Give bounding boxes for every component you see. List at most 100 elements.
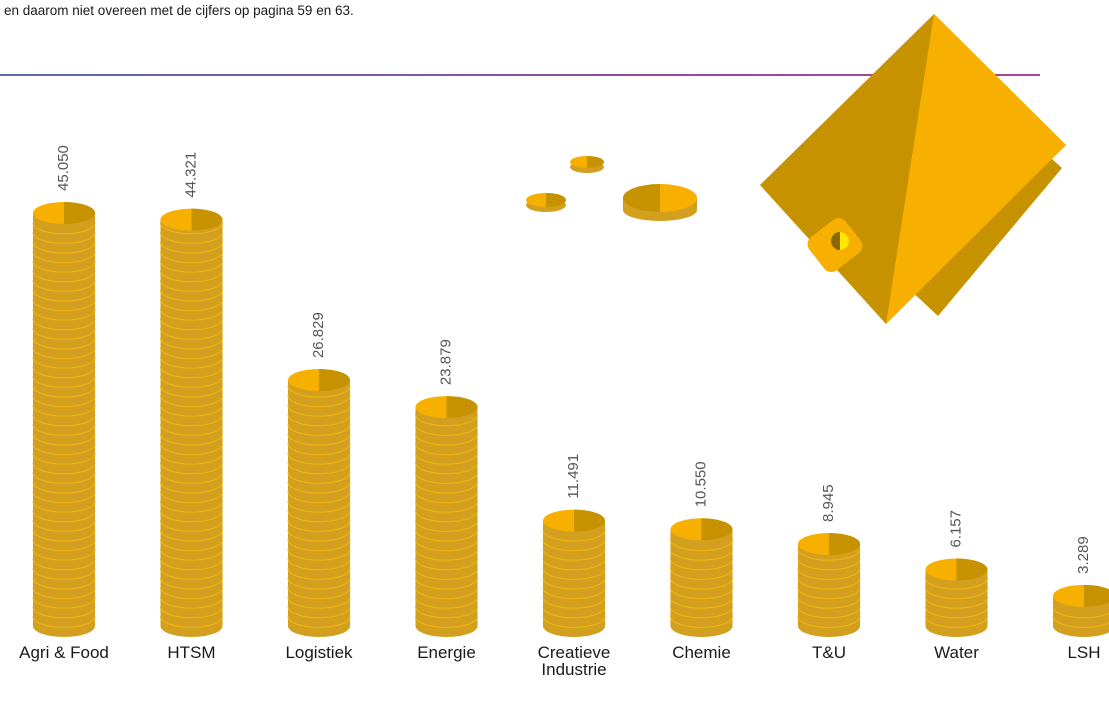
- coin-edge: [159, 462, 224, 475]
- coin-stack-logistiek: [287, 369, 351, 637]
- coin-edge: [32, 539, 96, 552]
- coin-edge: [1052, 616, 1109, 628]
- category-label-energie: Energie: [417, 643, 476, 662]
- coin-edge: [159, 529, 224, 542]
- coin-edge: [32, 424, 96, 436]
- coin-edge: [414, 501, 479, 513]
- coin-top-shade: [701, 518, 733, 541]
- coin-edge: [924, 577, 989, 590]
- coin-edge: [32, 606, 96, 619]
- coin-edge: [32, 337, 96, 350]
- coin-edge: [797, 616, 861, 628]
- coin-edge: [159, 491, 224, 504]
- coin-stack-agri-food: [32, 202, 96, 637]
- value-label-chemie: 10.550: [692, 461, 709, 507]
- coin-edge: [32, 597, 96, 609]
- coin-stack-htsm: [159, 208, 224, 637]
- coin-edge: [287, 510, 351, 523]
- coin-stack-lsh: [1052, 584, 1109, 637]
- coin-edge: [159, 405, 224, 417]
- value-label-agri-food: 45.050: [55, 145, 72, 191]
- coin-stack-t-u: [797, 532, 861, 637]
- category-label-t-u: T&U: [812, 643, 846, 662]
- coin-edge: [159, 414, 224, 427]
- value-label-logistiek: 26.829: [310, 312, 327, 358]
- coin-edge: [924, 616, 989, 628]
- coin-top-shade: [319, 369, 350, 392]
- coin-edge: [159, 222, 224, 235]
- coin-edge: [32, 405, 96, 417]
- coin-top-shade: [829, 532, 860, 555]
- coin-edge: [159, 587, 224, 600]
- coin-edge: [287, 481, 351, 494]
- coin-edge: [287, 414, 351, 427]
- coin-edge: [414, 529, 479, 542]
- coin-stack-body: [798, 543, 860, 626]
- coin-edge: [32, 347, 96, 360]
- coin-edge: [159, 433, 224, 446]
- coin-edge: [159, 280, 224, 292]
- category-label-creatieve-industrie: Creatieve Industrie: [538, 643, 611, 679]
- coin-stack-base: [925, 615, 988, 637]
- coin-edge: [32, 289, 96, 302]
- coin-edge: [32, 433, 96, 446]
- coin-edge: [159, 395, 224, 408]
- value-label-energie: 23.879: [437, 339, 454, 385]
- coin-edge: [414, 520, 479, 532]
- coin-stack-water: [924, 558, 989, 637]
- coin-top-shade: [446, 396, 478, 419]
- category-label-lsh: LSH: [1067, 643, 1100, 662]
- coin-edge: [669, 587, 734, 600]
- coin-edge: [159, 232, 224, 244]
- category-label-water: Water: [934, 643, 979, 662]
- coin-edge: [797, 568, 861, 580]
- coin-edge: [32, 568, 96, 580]
- coin-edge: [669, 616, 734, 628]
- coin-edge: [414, 433, 479, 446]
- coin-edge: [797, 549, 861, 561]
- coin-edge: [287, 462, 351, 475]
- coin-edge: [32, 395, 96, 408]
- coin-edge: [287, 539, 351, 552]
- coin-edge: [32, 270, 96, 283]
- coin-edge: [159, 299, 224, 312]
- coin-edge: [159, 366, 224, 379]
- coin-edge: [287, 472, 351, 484]
- coin-top-shade: [956, 558, 988, 581]
- coin-edge: [32, 318, 96, 331]
- coin-edge: [414, 491, 479, 504]
- coin-edge: [669, 606, 734, 619]
- coin-edge: [414, 510, 479, 523]
- coin-edge: [159, 510, 224, 523]
- coin-edge: [159, 577, 224, 590]
- coin-edge: [159, 251, 224, 264]
- coin-edge: [32, 472, 96, 484]
- coin-edge: [159, 424, 224, 436]
- coin-stack-body: [543, 520, 605, 626]
- coin-edge: [542, 549, 606, 561]
- coin-edge: [414, 549, 479, 561]
- coin-edge: [924, 606, 989, 619]
- coin-top-shade: [64, 202, 95, 224]
- coin-edge: [414, 597, 479, 609]
- coin-edge: [414, 558, 479, 571]
- floating-coin-medium-icon: [526, 193, 566, 212]
- coin-edge: [414, 453, 479, 465]
- floating-coin-small-icon: [570, 156, 604, 173]
- coin-edge: [32, 299, 96, 312]
- coin-edge: [287, 577, 351, 590]
- coin-edge: [159, 337, 224, 350]
- coin-edge: [159, 453, 224, 465]
- coin-edge: [542, 597, 606, 609]
- coin-edge: [32, 232, 96, 244]
- coin-edge: [32, 491, 96, 504]
- coin-edge: [287, 443, 351, 456]
- coin-edge: [797, 587, 861, 600]
- coin-edge: [159, 347, 224, 360]
- coin-edge: [159, 568, 224, 580]
- coin-edge: [159, 270, 224, 283]
- coin-edge: [797, 597, 861, 609]
- coin-edge: [159, 357, 224, 369]
- coin-edge: [542, 529, 606, 542]
